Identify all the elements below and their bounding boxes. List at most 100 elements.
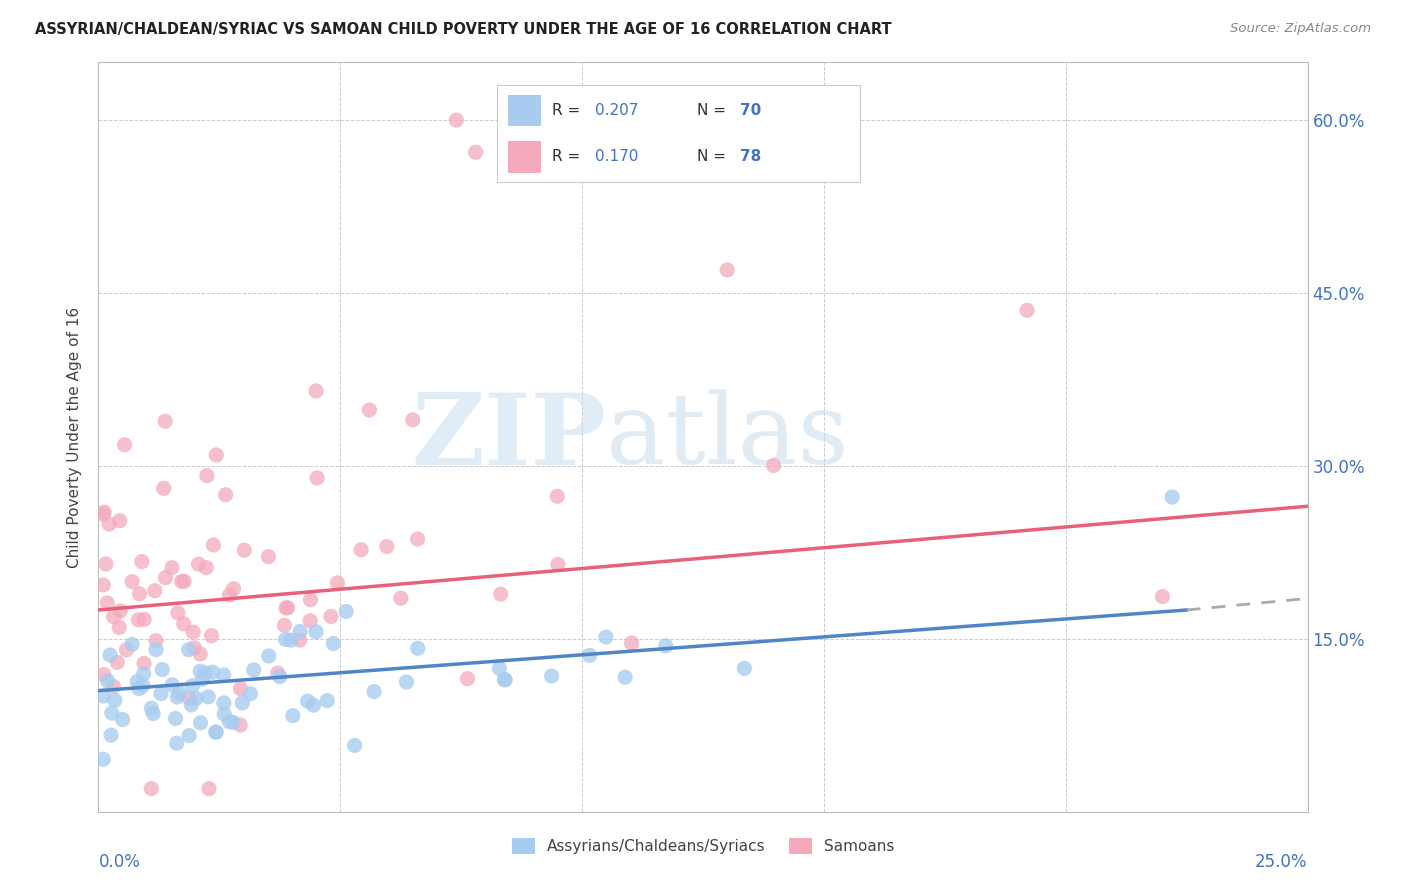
Point <box>205 448 228 462</box>
Point <box>302 698 325 713</box>
Point <box>155 571 177 585</box>
Text: Source: ZipAtlas.com: Source: ZipAtlas.com <box>1230 22 1371 36</box>
Point <box>198 781 221 796</box>
Point <box>280 633 302 648</box>
Point <box>167 606 190 620</box>
Point <box>578 648 600 663</box>
Point <box>200 629 222 643</box>
Point <box>104 693 127 707</box>
Point <box>456 672 478 686</box>
Point <box>121 574 143 589</box>
Point <box>108 604 131 618</box>
Point <box>305 384 328 398</box>
Point <box>406 641 429 656</box>
Point <box>115 642 138 657</box>
Point <box>94 557 117 571</box>
Point <box>127 674 149 689</box>
Point <box>183 640 205 655</box>
Point <box>233 543 256 558</box>
Point <box>195 468 218 483</box>
Point <box>103 609 125 624</box>
Point <box>620 636 643 650</box>
Point <box>288 633 311 648</box>
Point <box>218 588 240 602</box>
Point <box>205 725 228 739</box>
Point <box>96 596 118 610</box>
Point <box>231 696 253 710</box>
Point <box>489 587 512 601</box>
Point <box>494 673 516 687</box>
Point <box>363 684 385 698</box>
Point <box>546 489 568 503</box>
Point <box>150 663 173 677</box>
Point <box>389 591 412 606</box>
Point <box>222 715 245 730</box>
Text: 0.0%: 0.0% <box>98 853 141 871</box>
Text: atlas: atlas <box>606 389 849 485</box>
Point <box>187 557 209 571</box>
Point <box>91 508 114 522</box>
Point <box>152 482 174 496</box>
Point <box>160 678 183 692</box>
Point <box>194 665 217 680</box>
Point <box>145 633 167 648</box>
Point <box>214 488 236 502</box>
Point <box>173 616 195 631</box>
Point <box>305 624 328 639</box>
Point <box>141 781 163 796</box>
Point <box>105 656 128 670</box>
Point <box>212 668 235 682</box>
Point <box>91 578 114 592</box>
Point <box>97 673 120 688</box>
Point <box>222 582 245 596</box>
Point <box>299 592 322 607</box>
Point <box>134 612 156 626</box>
Point <box>165 711 187 725</box>
Point <box>204 725 226 739</box>
Point <box>91 752 114 766</box>
Point <box>1015 303 1038 318</box>
Point <box>166 690 188 704</box>
Point <box>257 549 280 564</box>
Point <box>614 670 637 684</box>
Point <box>446 113 468 128</box>
Point <box>316 693 339 707</box>
Point <box>141 701 163 715</box>
Point <box>195 560 218 574</box>
Point <box>108 620 131 634</box>
Point <box>153 414 176 428</box>
Point <box>595 630 617 644</box>
Point <box>212 696 235 710</box>
Point <box>319 609 342 624</box>
Point <box>108 514 131 528</box>
Point <box>274 632 297 647</box>
Point <box>132 657 155 671</box>
Point <box>197 690 219 704</box>
Point <box>160 560 183 574</box>
Legend: Assyrians/Chaldeans/Syriacs, Samoans: Assyrians/Chaldeans/Syriacs, Samoans <box>506 832 900 860</box>
Point <box>128 587 150 601</box>
Point <box>169 686 191 700</box>
Point <box>142 706 165 721</box>
Point <box>547 558 569 572</box>
Point <box>297 694 319 708</box>
Point <box>494 673 516 687</box>
Point <box>281 708 304 723</box>
Point <box>229 681 252 696</box>
Y-axis label: Child Poverty Under the Age of 16: Child Poverty Under the Age of 16 <box>67 307 83 567</box>
Point <box>143 583 166 598</box>
Point <box>127 613 149 627</box>
Point <box>402 413 425 427</box>
Point <box>269 670 291 684</box>
Point <box>762 458 785 473</box>
Point <box>181 679 204 693</box>
Text: ASSYRIAN/CHALDEAN/SYRIAC VS SAMOAN CHILD POVERTY UNDER THE AGE OF 16 CORRELATION: ASSYRIAN/CHALDEAN/SYRIAC VS SAMOAN CHILD… <box>35 22 891 37</box>
Point <box>242 663 264 677</box>
Point <box>326 575 349 590</box>
Point <box>173 574 195 589</box>
Point <box>274 601 297 615</box>
Point <box>201 665 224 680</box>
Point <box>177 642 200 657</box>
Point <box>655 639 678 653</box>
Point <box>188 664 211 678</box>
